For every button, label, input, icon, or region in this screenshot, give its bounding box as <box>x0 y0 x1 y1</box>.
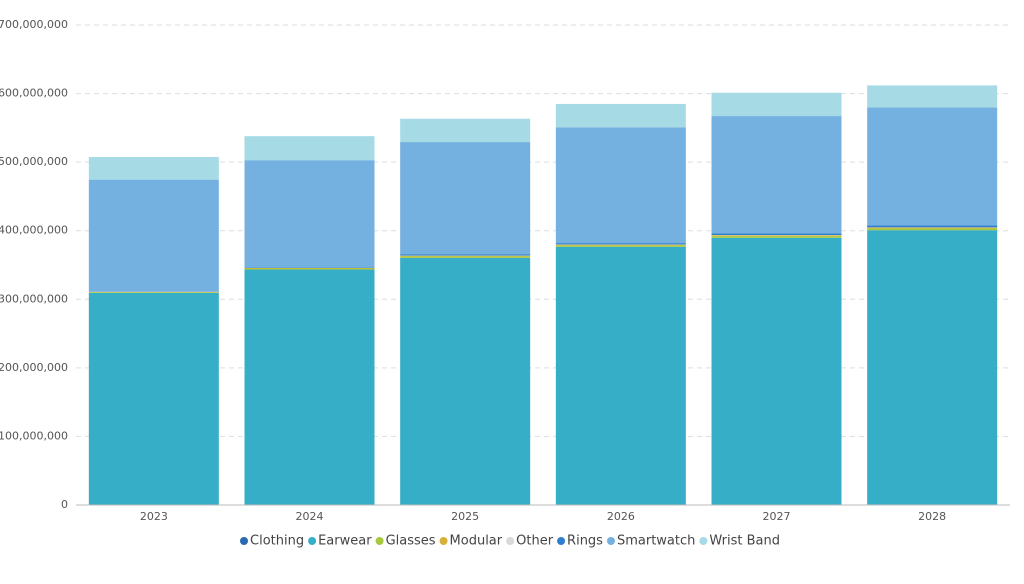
x-tick-label: 2027 <box>763 510 791 523</box>
bar-segment <box>400 257 531 505</box>
legend-label: Earwear <box>318 534 372 549</box>
bar-segment <box>555 127 686 244</box>
bar-segment <box>88 292 219 505</box>
bar-segment <box>88 179 219 292</box>
bar-segment <box>555 103 686 128</box>
y-tick-label: 300,000,000 <box>0 292 68 305</box>
bar-segment <box>244 268 375 270</box>
legend-marker <box>506 537 515 545</box>
bar-segment <box>244 267 375 268</box>
y-tick-label: 600,000,000 <box>0 87 68 100</box>
legend-marker <box>308 537 317 545</box>
bar-segment <box>711 116 842 234</box>
legend-label: Wrist Band <box>709 534 780 549</box>
y-tick-label: 500,000,000 <box>0 155 68 168</box>
bar-segment <box>867 85 998 108</box>
bar-segment <box>244 269 375 505</box>
bar-segment <box>400 255 531 257</box>
legend-marker <box>699 537 708 545</box>
legend-label: Glasses <box>386 534 436 549</box>
x-tick-label: 2023 <box>140 510 168 523</box>
bar-segment <box>555 246 686 505</box>
legend-marker <box>240 537 249 545</box>
legend-label: Modular <box>450 534 503 549</box>
y-tick-label: 200,000,000 <box>0 361 68 374</box>
bar-segment <box>867 228 998 231</box>
x-tick-label: 2028 <box>918 510 946 523</box>
bar-segment <box>711 92 842 117</box>
bar-segment <box>555 243 686 245</box>
bar-segment <box>711 237 842 505</box>
bar-segment <box>400 118 531 143</box>
x-tick-label: 2025 <box>451 510 479 523</box>
legend-label: Other <box>516 534 554 549</box>
x-tick-label: 2026 <box>607 510 635 523</box>
legend-label: Rings <box>567 534 603 549</box>
bar-segment <box>88 292 219 293</box>
y-tick-label: 700,000,000 <box>0 18 68 31</box>
bar-segment <box>244 160 375 268</box>
bar-segment <box>555 244 686 246</box>
bar-segment <box>711 233 842 236</box>
legend-marker <box>557 537 566 545</box>
bar-segment <box>867 225 998 228</box>
bar-segment <box>244 136 375 161</box>
legend-marker <box>606 537 615 545</box>
bar-segment <box>867 107 998 226</box>
legend-label: Clothing <box>250 534 304 549</box>
legend-marker <box>375 537 384 545</box>
y-tick-label: 0 <box>61 498 68 511</box>
bar-segment <box>555 245 686 247</box>
bar-segment <box>400 254 531 256</box>
bar-segment <box>867 227 998 229</box>
y-tick-label: 100,000,000 <box>0 429 68 442</box>
legend-marker <box>439 537 448 545</box>
legend-label: Smartwatch <box>617 534 695 549</box>
bar-segment <box>400 142 531 255</box>
bar-segment <box>711 235 842 237</box>
y-tick-label: 400,000,000 <box>0 224 68 237</box>
bar-segment <box>88 157 219 180</box>
bar-segment <box>244 267 375 269</box>
bar-segment <box>711 236 842 238</box>
bar-segment <box>867 230 998 505</box>
x-tick-label: 2024 <box>296 510 324 523</box>
bar-segment <box>400 256 531 258</box>
